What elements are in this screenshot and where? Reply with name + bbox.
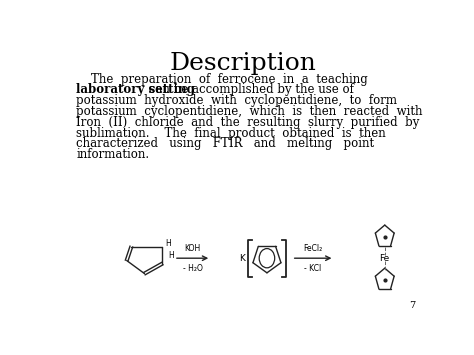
Text: potassium  hydroxide  with  cyclopentidiene,  to  form: potassium hydroxide with cyclopentidiene…	[76, 94, 397, 107]
Text: potassium  cyclopentidiene,  which  is  then  reacted  with: potassium cyclopentidiene, which is then…	[76, 105, 423, 118]
Text: 7: 7	[410, 301, 416, 310]
Text: Iron  (II)  chloride  and  the  resulting  slurry  purified  by: Iron (II) chloride and the resulting slu…	[76, 116, 419, 129]
Text: characterized   using   FTIR   and   melting   point: characterized using FTIR and melting poi…	[76, 137, 374, 150]
Text: The  preparation  of  ferrocene  in  a  teaching: The preparation of ferrocene in a teachi…	[76, 73, 368, 86]
Text: K: K	[239, 254, 245, 263]
Text: H: H	[165, 239, 171, 248]
Text: - H₂O: - H₂O	[182, 264, 202, 273]
Text: - KCl: - KCl	[304, 264, 322, 273]
Text: sublimation.    The  final  product  obtained  is  then: sublimation. The final product obtained …	[76, 126, 386, 140]
Text: H: H	[169, 251, 174, 260]
Text: FeCl₂: FeCl₂	[303, 244, 323, 253]
Text: Description: Description	[170, 52, 316, 75]
Text: can be accomplished by the use of: can be accomplished by the use of	[145, 83, 354, 97]
Text: KOH: KOH	[184, 244, 201, 253]
Text: information.: information.	[76, 148, 149, 161]
Text: Fe: Fe	[380, 254, 390, 263]
Text: laboratory setting: laboratory setting	[76, 83, 195, 97]
